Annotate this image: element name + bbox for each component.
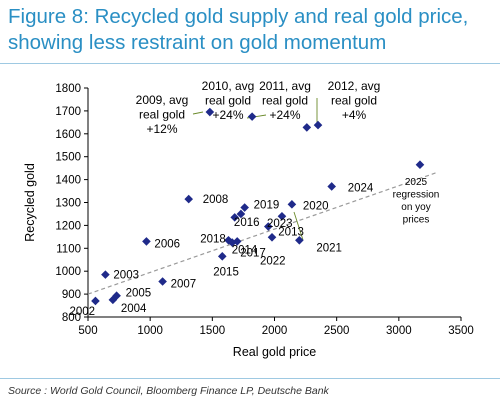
point-label: 2015 xyxy=(213,266,239,278)
y-axis-title: Recycled gold xyxy=(23,163,37,242)
annotation-line: 2025 xyxy=(405,177,428,188)
data-point xyxy=(158,277,167,286)
annotation-line: +4% xyxy=(342,108,367,122)
data-point xyxy=(247,112,257,121)
title-divider xyxy=(0,63,500,64)
annotation-line: regression xyxy=(393,190,440,201)
annotation-line: +24% xyxy=(269,108,300,122)
data-point xyxy=(277,211,287,221)
annotation-text: 2012, avg real gold +4% xyxy=(328,79,381,122)
data-point xyxy=(184,194,194,204)
annotation-line: 2012, avg xyxy=(328,79,381,93)
y-tick-label: 800 xyxy=(62,312,81,324)
point-label: 2007 xyxy=(171,279,197,291)
page-title: Figure 8: Recycled gold supply and real … xyxy=(8,5,469,54)
data-point xyxy=(236,209,246,219)
annotation-leader-line xyxy=(192,111,204,115)
annotation-line: 2009, avg xyxy=(136,93,189,107)
point-label: 2019 xyxy=(254,200,280,212)
x-axis-title: Real gold price xyxy=(233,345,316,359)
point-label: 2003 xyxy=(113,270,139,282)
point-label: 2013 xyxy=(278,227,304,239)
annotation-line: prices xyxy=(403,215,430,226)
y-tick-label: 1500 xyxy=(55,152,81,164)
y-tick-label: 1300 xyxy=(55,198,81,210)
x-tick-label: 2000 xyxy=(262,325,288,337)
annotation-line: 2010, avg xyxy=(202,79,255,93)
point-label: 2016 xyxy=(234,217,260,229)
annotation-text: 2011, avg real gold +24% xyxy=(259,79,311,122)
point-label: 2017 xyxy=(240,248,266,260)
annotation-line: on yoy xyxy=(401,202,430,213)
data-point xyxy=(295,235,304,245)
annotation-line: real gold xyxy=(205,94,251,108)
data-point xyxy=(142,237,151,246)
source-divider xyxy=(0,378,500,379)
data-point xyxy=(91,296,100,306)
annotation-line: +12% xyxy=(146,122,177,136)
data-point xyxy=(263,222,273,231)
annotation-text: 2010, avg real gold +24% xyxy=(202,79,255,122)
y-tick-label: 1800 xyxy=(55,83,81,95)
annotation-line: +24% xyxy=(212,108,243,122)
point-label: 2008 xyxy=(203,194,229,206)
data-point xyxy=(217,252,227,261)
data-point xyxy=(240,203,249,212)
y-tick-label: 1000 xyxy=(55,266,81,278)
point-label: 2022 xyxy=(260,255,286,267)
annotation-line: 2011, avg xyxy=(259,79,311,93)
point-label: 2006 xyxy=(154,238,180,250)
data-point xyxy=(287,200,297,209)
source-note: Source : World Gold Council, Bloomberg F… xyxy=(8,385,329,397)
annotation-line: real gold xyxy=(139,108,185,122)
point-label: 2004 xyxy=(121,303,147,315)
point-label: 2021 xyxy=(316,242,342,254)
y-tick-label: 1700 xyxy=(55,106,81,118)
x-tick-label: 1500 xyxy=(200,325,226,337)
x-tick-label: 2500 xyxy=(324,325,350,337)
trendline xyxy=(87,172,437,295)
y-tick-label: 1100 xyxy=(56,243,81,255)
point-label: 2024 xyxy=(348,182,374,194)
data-point xyxy=(205,107,215,117)
annotation-leader-line xyxy=(293,211,304,241)
annotation-text: 2025 regression on yoy prices xyxy=(393,177,440,226)
point-label: 2005 xyxy=(126,288,152,300)
point-label: 2002 xyxy=(69,306,95,318)
point-label: 2020 xyxy=(303,200,329,212)
data-point xyxy=(232,237,242,246)
data-point xyxy=(327,182,336,191)
annotation-text: 2009, avg real gold +12% xyxy=(136,93,189,136)
point-label: 2014 xyxy=(232,244,258,256)
y-tick-label: 1200 xyxy=(55,220,81,232)
y-tick-label: 1600 xyxy=(55,129,81,141)
data-point xyxy=(108,295,118,305)
data-point xyxy=(302,123,312,132)
x-tick-label: 1000 xyxy=(137,325,163,337)
x-tick-label: 3000 xyxy=(386,325,412,337)
y-tick-label: 900 xyxy=(62,289,81,301)
annotation-line: real gold xyxy=(262,94,308,108)
data-point xyxy=(112,291,121,301)
data-point xyxy=(101,270,110,279)
data-point xyxy=(267,233,277,242)
y-tick-label: 1400 xyxy=(55,175,81,187)
data-point xyxy=(313,120,323,130)
data-point xyxy=(415,160,425,170)
x-tick-label: 3500 xyxy=(448,325,474,337)
data-point xyxy=(227,238,237,247)
point-label: 2023 xyxy=(267,218,293,230)
annotation-line: real gold xyxy=(331,94,377,108)
data-point xyxy=(230,213,240,222)
point-label: 2018 xyxy=(200,233,226,245)
x-tick-label: 500 xyxy=(78,325,97,337)
